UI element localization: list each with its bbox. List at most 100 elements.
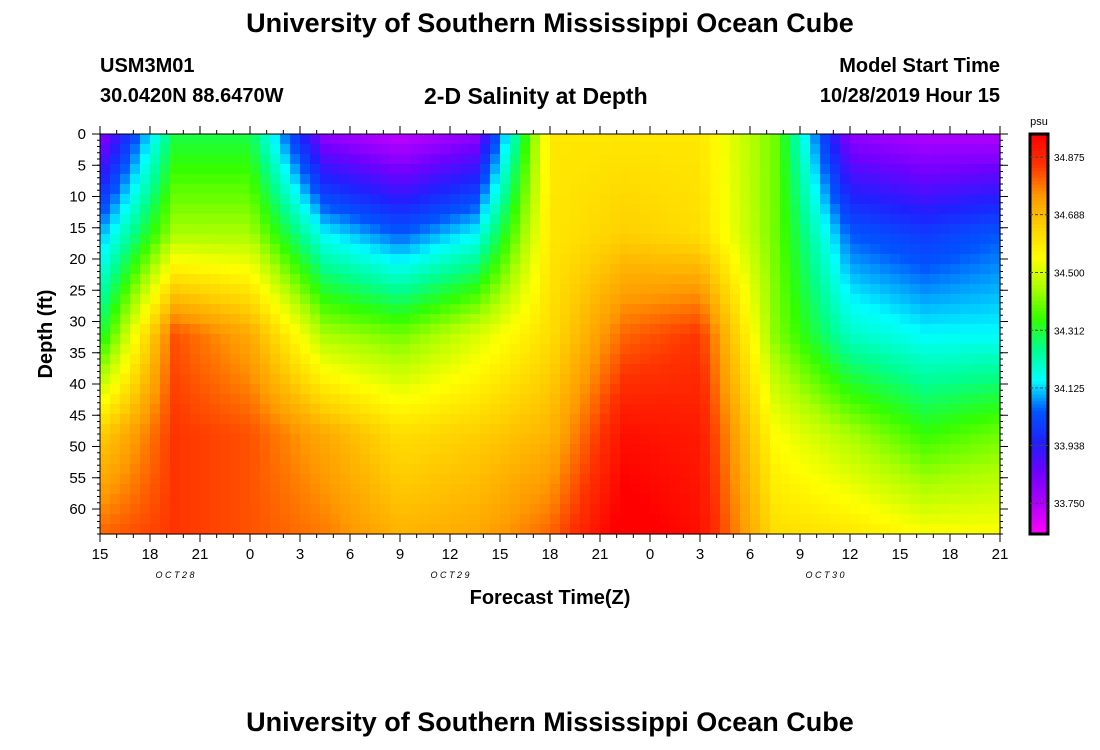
heatmap-cell bbox=[290, 174, 301, 185]
heatmap-cell bbox=[410, 394, 421, 405]
heatmap-cell bbox=[770, 474, 781, 485]
heatmap-cell bbox=[970, 384, 981, 395]
heatmap-cell bbox=[850, 324, 861, 335]
heatmap-cell bbox=[250, 394, 261, 405]
heatmap-cell bbox=[270, 184, 281, 195]
heatmap-cell bbox=[470, 524, 481, 535]
heatmap-cell bbox=[100, 404, 111, 415]
heatmap-cell bbox=[270, 374, 281, 385]
heatmap-cell bbox=[110, 174, 121, 185]
heatmap-cell bbox=[150, 184, 161, 195]
heatmap-cell bbox=[660, 524, 671, 535]
heatmap-cell bbox=[550, 264, 561, 275]
heatmap-cell bbox=[420, 224, 431, 235]
heatmap-cell bbox=[700, 434, 711, 445]
heatmap-cell bbox=[280, 244, 291, 255]
heatmap-cell bbox=[340, 484, 351, 495]
heatmap-cell bbox=[430, 424, 441, 435]
heatmap-cell bbox=[950, 364, 961, 375]
heatmap-cell bbox=[720, 284, 731, 295]
heatmap-cell bbox=[390, 374, 401, 385]
heatmap-cell bbox=[810, 444, 821, 455]
heatmap-cell bbox=[870, 314, 881, 325]
heatmap-cell bbox=[300, 274, 311, 285]
heatmap-cell bbox=[770, 514, 781, 525]
heatmap-cell bbox=[970, 244, 981, 255]
heatmap-cell bbox=[450, 334, 461, 345]
heatmap-cell bbox=[840, 224, 851, 235]
heatmap-cell bbox=[480, 204, 491, 215]
heatmap-cell bbox=[410, 454, 421, 465]
heatmap-cell bbox=[740, 354, 751, 365]
heatmap-cell bbox=[110, 184, 121, 195]
heatmap-cell bbox=[980, 324, 991, 335]
heatmap-cell bbox=[160, 294, 171, 305]
heatmap-cell bbox=[940, 154, 951, 165]
heatmap-cell bbox=[420, 204, 431, 215]
heatmap-cell bbox=[720, 314, 731, 325]
heatmap-cell bbox=[570, 334, 581, 345]
heatmap-cell bbox=[360, 174, 371, 185]
heatmap-cell bbox=[980, 394, 991, 405]
heatmap-cell bbox=[290, 134, 301, 145]
date-label: O C T 2 9 bbox=[430, 570, 469, 580]
heatmap-cell bbox=[680, 384, 691, 395]
heatmap-cell bbox=[610, 244, 621, 255]
heatmap-cell bbox=[320, 494, 331, 505]
heatmap-cell bbox=[500, 184, 511, 195]
heatmap-cell bbox=[220, 274, 231, 285]
heatmap-cell bbox=[100, 294, 111, 305]
heatmap-cell bbox=[480, 234, 491, 245]
heatmap-cell bbox=[990, 484, 1001, 495]
heatmap-cell bbox=[760, 254, 771, 265]
heatmap-cell bbox=[870, 414, 881, 425]
heatmap-cell bbox=[190, 404, 201, 415]
heatmap-cell bbox=[760, 404, 771, 415]
heatmap-cell bbox=[810, 394, 821, 405]
heatmap-cell bbox=[470, 214, 481, 225]
heatmap-cell bbox=[140, 324, 151, 335]
heatmap-cell bbox=[410, 164, 421, 175]
heatmap-cell bbox=[430, 154, 441, 165]
heatmap-cell bbox=[880, 374, 891, 385]
heatmap-cell bbox=[140, 514, 151, 525]
heatmap-cell bbox=[390, 514, 401, 525]
heatmap-cell bbox=[450, 434, 461, 445]
colorbar-segment bbox=[1030, 474, 1048, 478]
heatmap-cell bbox=[550, 204, 561, 215]
heatmap-cell bbox=[960, 234, 971, 245]
heatmap-cell bbox=[400, 254, 411, 265]
heatmap-cell bbox=[330, 354, 341, 365]
heatmap-cell bbox=[940, 234, 951, 245]
heatmap-cell bbox=[580, 374, 591, 385]
heatmap-cell bbox=[690, 204, 701, 215]
heatmap-cell bbox=[300, 224, 311, 235]
heatmap-cell bbox=[990, 174, 1001, 185]
heatmap-cell bbox=[150, 194, 161, 205]
heatmap-cell bbox=[350, 284, 361, 295]
heatmap-cell bbox=[270, 484, 281, 495]
heatmap-cell bbox=[580, 204, 591, 215]
heatmap-cell bbox=[670, 304, 681, 315]
heatmap-cell bbox=[730, 424, 741, 435]
heatmap-cell bbox=[270, 434, 281, 445]
heatmap-cell bbox=[870, 334, 881, 345]
heatmap-cell bbox=[380, 444, 391, 455]
heatmap-cell bbox=[380, 234, 391, 245]
heatmap-cell bbox=[780, 494, 791, 505]
heatmap-cell bbox=[710, 454, 721, 465]
colorbar-segment bbox=[1030, 477, 1048, 482]
heatmap-cell bbox=[340, 414, 351, 425]
heatmap-cell bbox=[280, 334, 291, 345]
heatmap-cell bbox=[780, 514, 791, 525]
heatmap-cell bbox=[880, 324, 891, 335]
heatmap-cell bbox=[370, 134, 381, 145]
heatmap-cell bbox=[340, 224, 351, 235]
heatmap-cell bbox=[900, 134, 911, 145]
heatmap-cell bbox=[120, 184, 131, 195]
heatmap-cell bbox=[610, 184, 621, 195]
heatmap-cell bbox=[330, 304, 341, 315]
heatmap-cell bbox=[630, 184, 641, 195]
heatmap-cell bbox=[270, 354, 281, 365]
heatmap-cell bbox=[470, 274, 481, 285]
